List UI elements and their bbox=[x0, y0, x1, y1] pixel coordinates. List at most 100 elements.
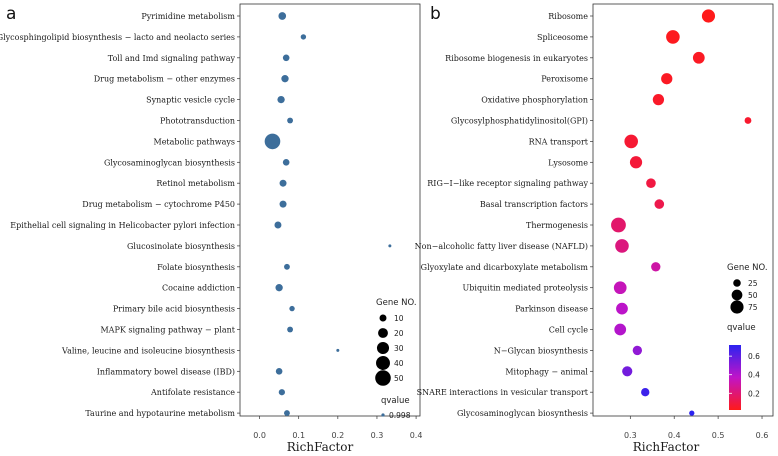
panel-b-qvalue-tick-label: 0.2 bbox=[748, 389, 760, 398]
panel-a-point bbox=[278, 12, 287, 20]
panel-b-size-legend-label: 50 bbox=[748, 291, 758, 300]
panel-b-point bbox=[666, 30, 680, 44]
panel-b-x-tick-label: 0.5 bbox=[712, 431, 725, 440]
panel-a-qvalue-key bbox=[381, 413, 385, 417]
panel-a-plot-frame bbox=[239, 3, 421, 417]
panel-a-x-tick-label: 0.1 bbox=[292, 431, 305, 440]
panel-a-size-legend-dot bbox=[378, 328, 388, 338]
panel-a-x-tick-label: 0.3 bbox=[371, 431, 384, 440]
panel-a-category-label: Cocaine addiction bbox=[162, 284, 235, 293]
panel-a-category-label: Primary bile acid biosynthesis bbox=[113, 305, 235, 314]
panel-a-size-legend-label: 40 bbox=[394, 359, 404, 368]
panel-a-x-tick-label: 0.2 bbox=[331, 431, 344, 440]
panel-b-size-legend-label: 75 bbox=[748, 303, 758, 312]
panel-b-point bbox=[689, 410, 695, 416]
panel-b-size-legend-dot bbox=[733, 279, 741, 287]
panel-b-point bbox=[654, 199, 665, 209]
panel-a-size-legend-dot bbox=[376, 356, 390, 370]
panel-a-qvalue-label: 0.998 bbox=[389, 411, 411, 420]
panel-a-category-ticks bbox=[237, 15, 240, 414]
panel-a-point bbox=[264, 133, 281, 150]
panel-b-point bbox=[614, 323, 627, 336]
panel-a-category-label: Glycosaminoglycan biosynthesis bbox=[104, 158, 235, 167]
panel-a-point bbox=[388, 244, 392, 248]
panel-a-category-label: Glycosphingolipid biosynthesis − lacto a… bbox=[0, 33, 235, 42]
panel-b-qvalue-ticks: 0.2 0.4 0.6 bbox=[729, 352, 760, 398]
panel-a-category-label: Taurine and hypotaurine metabolism bbox=[85, 409, 235, 418]
panel-b-category-label: Ubiquitin mediated proteolysis bbox=[463, 284, 588, 293]
panel-a-x-tick-label: 0.0 bbox=[253, 431, 266, 440]
panel-b-point bbox=[622, 366, 633, 377]
panel-b-category-label: Oxidative phosphorylation bbox=[481, 96, 588, 105]
panel-a-size-legend-title: Gene NO. bbox=[376, 298, 417, 308]
panel-a-x-axis: 0.0 0.1 0.2 0.3 0.4 bbox=[253, 416, 422, 440]
panel-a-category-label: Valine, leucine and isoleucine biosynthe… bbox=[61, 346, 235, 355]
panel-a-point bbox=[284, 263, 290, 270]
panel-b-plot-frame bbox=[592, 3, 774, 417]
panel-a-category-label: Glucosinolate biosynthesis bbox=[127, 242, 235, 251]
panel-b-size-legend-dot bbox=[731, 289, 743, 301]
panel-b-size-legend-dot bbox=[730, 300, 744, 314]
panel-b-point bbox=[661, 73, 673, 85]
panel-b-category-label: Peroxisome bbox=[541, 75, 588, 84]
panel-a-category-label: MAPK signaling pathway − plant bbox=[100, 326, 235, 335]
panel-a-x-tick-label: 0.4 bbox=[410, 431, 423, 440]
panel-a-point bbox=[281, 75, 289, 83]
panel-a-point bbox=[279, 179, 287, 187]
panel-b-qvalue-tick-label: 0.4 bbox=[748, 371, 760, 380]
panel-b-qvalue-legend-title: qvalue bbox=[727, 323, 756, 333]
panel-b-qvalue-colorbar bbox=[729, 345, 741, 410]
panel-a-letter: a bbox=[6, 4, 16, 24]
panel-b-category-label: Glyoxylate and dicarboxylate metabolism bbox=[421, 263, 589, 272]
panel-b-category-label: Ribosome biogenesis in eukaryotes bbox=[445, 54, 588, 63]
panel-a-point bbox=[287, 117, 294, 124]
panel-a-point bbox=[277, 95, 285, 104]
panel-b-point bbox=[615, 239, 629, 253]
panel-a-category-label: Epithelial cell signaling in Helicobacte… bbox=[10, 221, 235, 230]
panel-b-points bbox=[611, 9, 752, 416]
panel-b-x-axis: 0.3 0.4 0.5 0.6 bbox=[624, 416, 768, 440]
panel-a-qvalue-legend-title: qvalue bbox=[381, 396, 410, 406]
panel-b-x-tick-label: 0.6 bbox=[756, 431, 769, 440]
panel-a-category-label: Drug metabolism − cytochrome P450 bbox=[82, 200, 235, 209]
panel-a-category-labels: Pyrimidine metabolism Glycosphingolipid b… bbox=[0, 12, 236, 418]
panel-a-size-legend-dot bbox=[375, 370, 391, 386]
panel-a-category-label: Retinol metabolism bbox=[156, 179, 235, 188]
panel-b-category-label: RIG−I−like receptor signaling pathway bbox=[427, 179, 588, 188]
panel-a-size-legend-dot bbox=[376, 341, 390, 355]
panel-a-category-label: Phototransduction bbox=[160, 117, 235, 126]
panel-b-point bbox=[616, 302, 628, 315]
panel-b-size-legend-label: 25 bbox=[748, 279, 758, 288]
panel-b-category-ticks bbox=[590, 15, 593, 414]
panel-b-legend: Gene NO. 25 50 75 qvalue 0.2 0.4 0.6 bbox=[727, 263, 768, 410]
panel-a-point bbox=[282, 54, 290, 62]
panel-a-point bbox=[287, 326, 294, 333]
panel-a-size-legend-dot bbox=[379, 314, 387, 322]
panel-a-xlabel: RichFactor bbox=[287, 440, 354, 454]
panel-b-point bbox=[652, 93, 665, 106]
panel-a-size-legend-items: 10 20 30 40 50 bbox=[375, 314, 404, 386]
panel-a-point bbox=[284, 410, 290, 417]
panel-a-size-legend-label: 50 bbox=[394, 374, 404, 383]
panel-b-category-label: Cell cycle bbox=[549, 326, 589, 335]
panel-b-point bbox=[641, 388, 650, 397]
panel-b-point bbox=[744, 117, 752, 124]
panel-b-category-label: Glycosylphosphatidylinositol(GPI) bbox=[451, 117, 588, 126]
panel-b-point bbox=[651, 262, 661, 272]
panel-a-category-label: Metabolic pathways bbox=[154, 137, 236, 146]
panel-a-point bbox=[279, 200, 287, 208]
panel-b-category-label: SNARE interactions in vesicular transpor… bbox=[417, 388, 589, 397]
panel-b: b Ribosome Spliceosome Ribosome biogenesis… bbox=[415, 3, 774, 454]
panel-a-size-legend-label: 10 bbox=[394, 314, 404, 323]
panel-b-category-label: Ribosome bbox=[548, 12, 588, 21]
panel-a-legend: Gene NO. 10 20 30 40 50 qvalue 0.998 bbox=[375, 298, 417, 420]
panel-b-category-label: Spliceosome bbox=[537, 33, 588, 42]
panel-a-category-label: Antifolate resistance bbox=[150, 388, 235, 397]
panel-a-point bbox=[278, 389, 285, 396]
panel-b-point bbox=[611, 217, 626, 233]
panel-a-point bbox=[275, 367, 283, 375]
panel-a-point bbox=[336, 348, 340, 352]
panel-b-x-tick-label: 0.3 bbox=[624, 431, 637, 440]
panel-b-category-label: Lysosome bbox=[548, 158, 588, 167]
